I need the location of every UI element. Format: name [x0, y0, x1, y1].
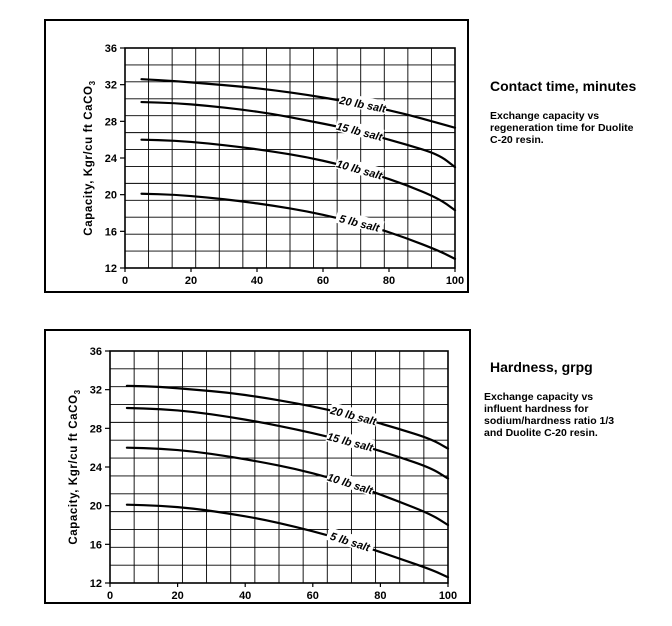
x-tick-label: 0	[107, 590, 113, 602]
series-label-background	[325, 469, 376, 496]
series-line	[125, 503, 450, 579]
series-label-background	[325, 428, 376, 454]
series-label-group: 15 lb salt	[325, 428, 376, 455]
series-label-group: 20 lb salt	[328, 402, 379, 429]
caption-line: regeneration time for Duolite	[490, 122, 634, 134]
chart-hardness: 12 16 20 24 28 32 36 0 20 40 60 80 100 Capacity, Kgr/…	[44, 329, 471, 604]
series-label-group: 20 lb salt	[337, 92, 388, 116]
y-tick-label: 24	[105, 153, 118, 165]
chart-title: Contact time, minutes	[490, 78, 637, 94]
y-tick-label: 12	[105, 263, 117, 275]
x-tick-label: 40	[251, 275, 263, 287]
x-tick-label: 0	[122, 275, 128, 287]
caption-line: Exchange capacity vs	[484, 391, 594, 403]
x-tick-label: 60	[307, 590, 319, 602]
y-tick-label: 16	[90, 539, 102, 551]
series-label-background	[334, 155, 385, 182]
series-line	[125, 406, 450, 480]
series-line	[140, 100, 457, 169]
x-tick-label: 20	[171, 590, 183, 602]
y-tick-label: 32	[90, 385, 102, 397]
series-label-background	[328, 402, 379, 427]
y-tick-label: 28	[90, 423, 102, 435]
y-tick-label: 28	[105, 116, 117, 128]
series-line	[140, 138, 457, 212]
x-tick-label: 100	[446, 275, 464, 287]
chart-contact-time: 12 16 20 24 28 32 36 0 20 40 60 80 100 Capacity, Kgr/…	[44, 19, 469, 293]
caption-line: influent hardness for	[484, 403, 589, 415]
chart-panel-contact-time: 12 16 20 24 28 32 36 0 20 40 60 80 100 Capacity, Kgr/…	[0, 0, 672, 310]
figure-frame	[44, 19, 469, 293]
series-label-group: 10 lb salt	[334, 155, 385, 183]
series-label-background	[325, 527, 376, 554]
caption-line: sodium/hardness ratio 1/3	[484, 415, 615, 427]
y-tick-label: 24	[90, 462, 103, 474]
x-tick-label: 80	[383, 275, 395, 287]
y-axis-label: Capacity, Kgr/cu ft CaCO3	[83, 80, 97, 235]
y-tick-label: 36	[90, 346, 102, 358]
series-label-background	[334, 118, 385, 143]
x-tick-label: 20	[185, 275, 197, 287]
series-label-group: 15 lb salt	[334, 118, 385, 144]
chart-caption: Exchange capacity vs influent hardness f…	[484, 391, 659, 439]
series-label-group: 5 lb salt	[325, 527, 376, 555]
figure-frame	[44, 329, 471, 604]
caption-line: and Duolite C-20 resin.	[484, 427, 598, 439]
series-label-group: 5 lb salt	[334, 209, 385, 235]
series-line	[125, 384, 450, 450]
series-line	[140, 192, 457, 260]
x-tick-label: 40	[239, 590, 251, 602]
series-line	[125, 446, 450, 527]
y-axis-label: Capacity, Kgr/cu ft CaCO3	[68, 389, 82, 544]
y-tick-label: 20	[105, 190, 117, 202]
series-label-background	[338, 92, 388, 115]
chart-grid	[125, 48, 455, 268]
chart-caption: Exchange capacity vs regeneration time f…	[490, 110, 665, 146]
y-tick-label: 12	[90, 578, 102, 590]
x-tick-label: 100	[439, 590, 457, 602]
chart-title: Hardness, grpg	[490, 359, 593, 375]
x-tick-label: 60	[317, 275, 329, 287]
y-tick-label: 36	[105, 43, 117, 55]
y-tick-label: 32	[105, 80, 117, 92]
caption-line: Exchange capacity vs	[490, 110, 600, 122]
chart-grid	[110, 351, 448, 583]
y-tick-label: 16	[105, 226, 117, 238]
chart-panel-hardness: 12 16 20 24 28 32 36 0 20 40 60 80 100 Capacity, Kgr/…	[0, 313, 672, 623]
series-line	[140, 78, 457, 129]
y-tick-label: 20	[90, 501, 102, 513]
x-tick-label: 80	[374, 590, 386, 602]
caption-line: C-20 resin.	[490, 134, 544, 146]
series-label-background	[334, 209, 385, 235]
